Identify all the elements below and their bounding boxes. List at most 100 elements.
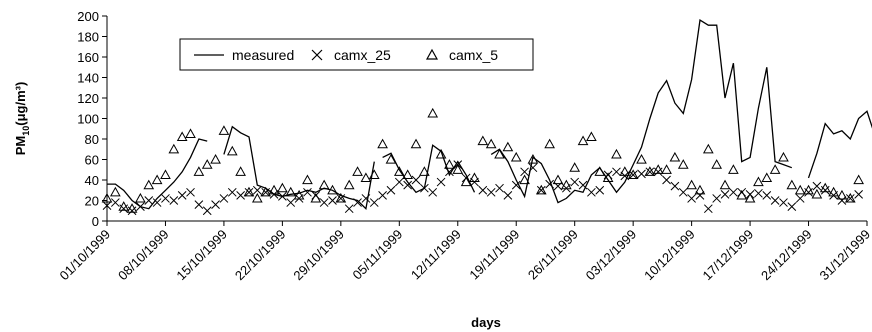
camx-5-point bbox=[310, 192, 322, 203]
camx-25-point bbox=[420, 183, 429, 193]
camx-25-point bbox=[837, 196, 847, 205]
camx-5-point bbox=[853, 174, 864, 185]
camx-5-point bbox=[201, 159, 213, 169]
y-tick-label: 160 bbox=[77, 50, 99, 65]
camx-5-point bbox=[811, 188, 823, 199]
camx-5-point bbox=[360, 172, 372, 183]
camx-5-point bbox=[778, 151, 789, 162]
y-tick-label: 80 bbox=[85, 132, 99, 147]
camx-25-point bbox=[286, 198, 296, 207]
y-axis-title-sub: 10 bbox=[21, 126, 31, 136]
camx-5-point bbox=[786, 179, 798, 190]
camx-5-point bbox=[419, 166, 430, 176]
camx-5-point bbox=[510, 151, 522, 162]
series-measured-line bbox=[490, 19, 793, 204]
camx-25-point bbox=[278, 192, 287, 201]
camx-5-point bbox=[544, 138, 555, 149]
camx-5-point bbox=[302, 174, 313, 185]
y-tick-label: 140 bbox=[77, 71, 99, 86]
camx-25-point bbox=[587, 187, 596, 197]
camx-5-point bbox=[619, 166, 631, 176]
y-tick-label: 20 bbox=[85, 194, 99, 209]
camx-5-point bbox=[327, 184, 338, 195]
y-tick-label: 100 bbox=[77, 112, 99, 127]
series-measured-line bbox=[107, 138, 208, 210]
camx-25-point bbox=[169, 196, 179, 205]
camx-5-point bbox=[318, 179, 330, 190]
camx-5-point bbox=[335, 192, 347, 203]
camx-25-point bbox=[353, 198, 362, 207]
camx-5-point bbox=[828, 186, 839, 197]
y-axis-title: PM10(μg/m³) bbox=[13, 82, 31, 156]
camx-5-point bbox=[218, 125, 230, 135]
camx-5-point bbox=[644, 166, 656, 176]
series-measured-line bbox=[807, 110, 872, 179]
camx-25-point bbox=[110, 198, 120, 207]
camx-5-point bbox=[260, 186, 272, 197]
camx-5-point bbox=[168, 143, 180, 154]
camx-5-point bbox=[176, 131, 188, 142]
camx-5-point bbox=[527, 153, 539, 164]
camx-25-point bbox=[687, 194, 696, 203]
camx-5-point bbox=[126, 203, 138, 213]
camx-5-point bbox=[502, 141, 514, 152]
camx-5-point bbox=[560, 179, 572, 190]
camx-5-point bbox=[243, 186, 255, 197]
camx-25-point bbox=[670, 181, 680, 191]
camx-25-point bbox=[545, 179, 554, 189]
camx-25-point bbox=[712, 194, 722, 203]
legend-camx-25-swatch bbox=[311, 49, 323, 61]
camx-5-point bbox=[460, 176, 472, 187]
camx-5-point bbox=[702, 143, 714, 154]
camx-5-point bbox=[151, 174, 163, 185]
camx-25-point bbox=[445, 167, 454, 177]
camx-25-point bbox=[428, 187, 438, 197]
y-tick-label: 40 bbox=[85, 173, 99, 188]
camx-5-point bbox=[118, 201, 130, 211]
camx-25-point bbox=[812, 181, 822, 191]
camx-5-point bbox=[844, 192, 856, 203]
camx-25-point bbox=[194, 200, 204, 209]
camx-5-point bbox=[110, 186, 121, 197]
camx-5-point bbox=[636, 153, 647, 164]
legend-label: measured bbox=[232, 47, 294, 63]
camx-5-point bbox=[711, 159, 723, 169]
x-tick-label: 05/11/1999 bbox=[349, 227, 405, 283]
camx-25-point bbox=[578, 180, 588, 190]
camx-5-point bbox=[101, 192, 113, 203]
camx-5-point bbox=[402, 169, 414, 179]
camx-5-point bbox=[519, 174, 530, 185]
camx-25-point bbox=[495, 183, 504, 193]
camx-25-point bbox=[127, 206, 137, 216]
camx-5-point bbox=[652, 164, 664, 174]
camx-5-point bbox=[602, 172, 614, 183]
camx-25-point bbox=[570, 177, 580, 187]
camx-25-point bbox=[486, 187, 496, 197]
x-tick-label: 08/10/1999 bbox=[115, 227, 172, 284]
camx-5-point bbox=[385, 153, 397, 164]
camx-5-point bbox=[577, 135, 589, 146]
camx-5-point bbox=[686, 179, 697, 190]
camx-5-point bbox=[477, 135, 489, 146]
y-axis: 0 20 40 60 80 100 120 140 160 180 200 bbox=[77, 9, 108, 229]
x-tick-label: 10/12/1999 bbox=[641, 227, 698, 284]
x-tick-label: 03/12/1999 bbox=[583, 227, 640, 284]
camx-5-point bbox=[594, 166, 606, 176]
camx-25-point bbox=[503, 191, 513, 200]
camx-5-point bbox=[677, 159, 689, 169]
camx-25-point bbox=[628, 170, 638, 180]
camx-25-point bbox=[136, 202, 145, 212]
camx-25-point bbox=[787, 202, 797, 212]
camx-25-point bbox=[820, 185, 830, 195]
camx-5-point bbox=[251, 192, 263, 203]
x-axis-title: days bbox=[471, 315, 501, 330]
camx-5-point bbox=[469, 172, 480, 183]
y-axis-title-main: PM bbox=[13, 136, 28, 156]
camx-5-point bbox=[193, 166, 205, 176]
camx-25-point bbox=[102, 201, 112, 210]
legend-label: camx_5 bbox=[449, 47, 498, 63]
series-measured-line bbox=[223, 125, 375, 211]
camx-25-point bbox=[386, 185, 396, 195]
camx-5-point bbox=[210, 153, 221, 164]
camx-5-point bbox=[135, 192, 146, 203]
